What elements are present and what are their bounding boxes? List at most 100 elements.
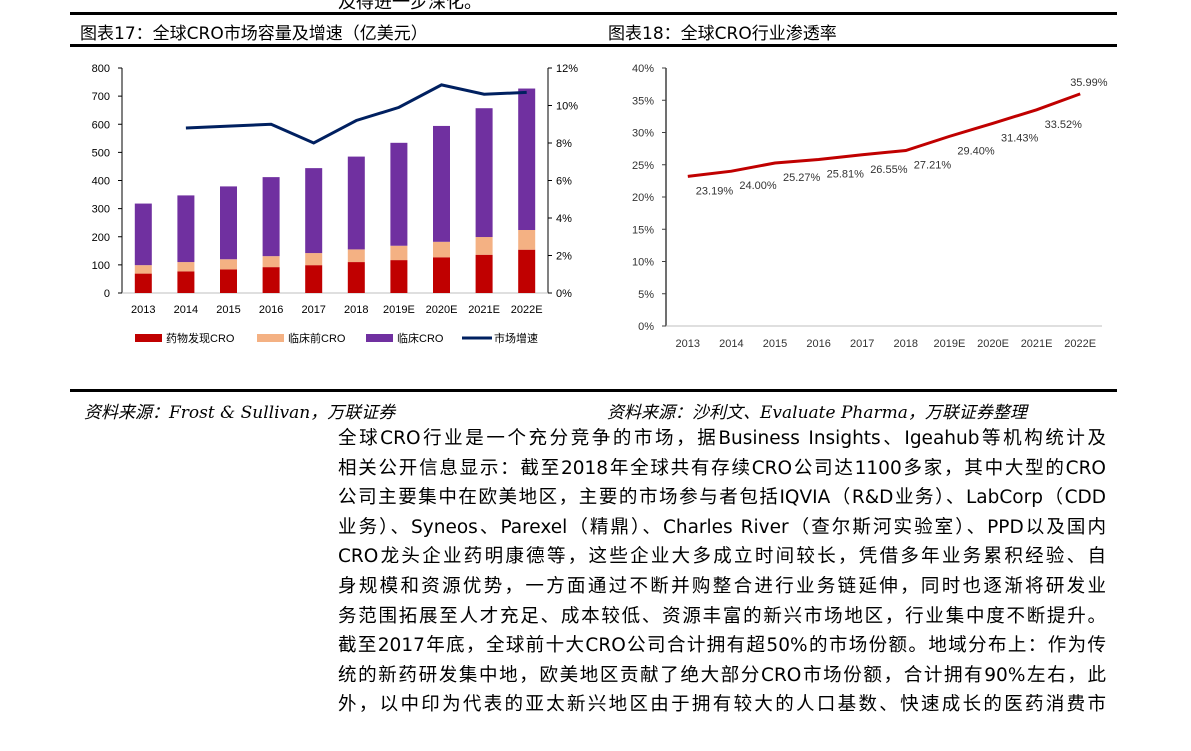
legend-label: 市场增速 <box>494 331 538 345</box>
bar-临床前CRO <box>220 259 237 270</box>
bar-临床前CRO <box>347 249 365 263</box>
y-tick-label: 30% <box>632 128 654 140</box>
bar-临床CRO <box>475 108 493 238</box>
legend-label: 临床前CRO <box>288 331 346 345</box>
y-tick-label: 100 <box>92 260 110 272</box>
data-label: 29.40% <box>957 145 995 157</box>
bar-临床CRO <box>347 156 365 250</box>
bar-药物发现CRO <box>177 271 195 293</box>
x-tick-label: 2015 <box>763 338 787 350</box>
data-label: 31.43% <box>1001 132 1039 144</box>
figure18-source: 资料来源：沙利文、Evaluate Pharma，万联证券整理 <box>607 403 1027 423</box>
body-text-line: 截至2017年底，全球前十大CRO公司合计拥有超50%的市场份额。地域分布上：作… <box>338 635 1106 657</box>
bar-药物发现CRO <box>305 265 323 293</box>
bar-临床CRO <box>433 125 450 242</box>
bar-临床前CRO <box>262 256 280 268</box>
y2-tick-label: 4% <box>556 213 572 225</box>
x-tick-label: 2014 <box>174 304 198 316</box>
figure17-source: 资料来源：Frost & Sullivan，万联证券 <box>84 403 396 423</box>
legend-swatch <box>257 334 284 342</box>
x-tick-label: 2017 <box>850 338 874 350</box>
bar-临床CRO <box>220 186 237 260</box>
y2-tick-label: 0% <box>556 288 572 300</box>
x-tick-label: 2017 <box>301 304 325 316</box>
y2-tick-label: 12% <box>556 63 578 75</box>
bar-临床前CRO <box>518 230 536 250</box>
bar-药物发现CRO <box>134 273 152 293</box>
divider-top <box>70 12 1117 15</box>
data-label: 33.52% <box>1045 119 1083 131</box>
y-tick-label: 20% <box>632 192 654 204</box>
growth-line <box>185 83 527 145</box>
x-tick-label: 2022E <box>1064 338 1096 350</box>
data-label: 25.81% <box>827 169 865 181</box>
x-tick-label: 2021E <box>1021 338 1053 350</box>
data-label: 23.19% <box>696 185 734 197</box>
x-tick-label: 2015 <box>216 304 240 316</box>
figure17-title: 图表17：全球CRO市场容量及增速（亿美元） <box>80 24 428 44</box>
x-tick-label: 2020E <box>977 338 1009 350</box>
y-tick-label: 600 <box>92 119 110 131</box>
y2-tick-label: 6% <box>556 176 572 188</box>
body-text-line: 全球CRO行业是一个充分竞争的市场，据Business Insights、Ige… <box>338 428 1106 449</box>
legend-label: 临床CRO <box>397 331 444 345</box>
y-tick-label: 40% <box>632 63 654 75</box>
bar-临床前CRO <box>177 262 195 272</box>
divider-bottom <box>70 389 1117 392</box>
y-tick-label: 300 <box>92 204 110 216</box>
x-tick-label: 2018 <box>894 338 918 350</box>
body-text-line: 身规模和资源优势，一方面通过不断并购整合进行业务链延伸，同时也逐渐将研发业 <box>338 576 1106 597</box>
bar-临床CRO <box>262 177 280 257</box>
data-label: 24.00% <box>739 180 777 192</box>
body-text-line: 公司主要集中在欧美地区，主要的市场参与者包括IQVIA（R&D业务）、LabCo… <box>338 487 1106 509</box>
y2-tick-label: 10% <box>556 101 578 113</box>
bar-药物发现CRO <box>433 257 450 293</box>
x-tick-label: 2021E <box>468 304 500 316</box>
bar-药物发现CRO <box>390 260 408 293</box>
x-tick-label: 2019E <box>383 304 415 316</box>
legend-label: 药物发现CRO <box>166 331 235 345</box>
bar-临床CRO <box>518 88 536 230</box>
bar-临床前CRO <box>475 237 493 255</box>
body-text-line: 务范围拓展至人才充足、成本较低、资源丰富的新兴市场地区，行业集中度不断提升。 <box>338 605 1106 627</box>
x-tick-label: 2022E <box>511 304 543 316</box>
cro-market-chart: 0 100 200 300 400 500 600 700 800 0% 2% 4% 6% 8% 10% 12… <box>92 63 579 345</box>
x-tick-label: 2018 <box>344 304 368 316</box>
data-label: 25.27% <box>783 172 821 184</box>
cro-penetration-chart: 0% 5% 10% 15% 20% 25% 30% 35% 40% 2013 2014 2015 201… <box>632 63 1108 350</box>
y-tick-label: 5% <box>638 289 654 301</box>
bar-药物发现CRO <box>518 249 536 293</box>
data-label: 35.99% <box>1070 77 1108 89</box>
y-tick-label: 0 <box>104 288 110 300</box>
y2-tick-label: 2% <box>556 251 572 263</box>
bar-临床前CRO <box>134 265 152 274</box>
y-tick-label: 800 <box>92 63 110 75</box>
bar-药物发现CRO <box>220 269 237 293</box>
bar-药物发现CRO <box>347 262 365 293</box>
bar-临床CRO <box>390 142 408 246</box>
bar-临床CRO <box>177 195 195 263</box>
body-text-line: CRO龙头企业药明康德等，这些企业大多成立时间较长，凭借多年业务累积经验、自 <box>338 546 1106 568</box>
y2-tick-label: 8% <box>556 138 572 150</box>
bar-临床CRO <box>134 203 152 266</box>
x-tick-label: 2014 <box>719 338 743 350</box>
bar-临床前CRO <box>305 253 323 266</box>
y-tick-label: 35% <box>632 95 654 107</box>
legend-swatch <box>135 334 162 342</box>
x-tick-label: 2013 <box>676 338 700 350</box>
body-text-line: 统的新药研发集中地，欧美地区贡献了绝大部分CRO市场份额，合计拥有90%左右，此 <box>338 664 1106 686</box>
bar-药物发现CRO <box>262 267 280 293</box>
x-tick-label: 2016 <box>806 338 830 350</box>
divider-header <box>70 44 1117 47</box>
y-tick-label: 200 <box>92 232 110 244</box>
bar-临床前CRO <box>390 245 408 261</box>
x-tick-label: 2019E <box>933 338 965 350</box>
bar-临床CRO <box>305 168 323 254</box>
bar-临床前CRO <box>433 241 450 258</box>
body-text-line: 业务）、Syneos、Parexel（精鼎）、Charles River（查尔斯… <box>338 516 1106 538</box>
y-tick-label: 500 <box>92 147 110 159</box>
legend-swatch <box>366 334 393 342</box>
x-tick-label: 2016 <box>259 304 283 316</box>
y-tick-label: 400 <box>92 176 110 188</box>
y-tick-label: 15% <box>632 224 654 236</box>
